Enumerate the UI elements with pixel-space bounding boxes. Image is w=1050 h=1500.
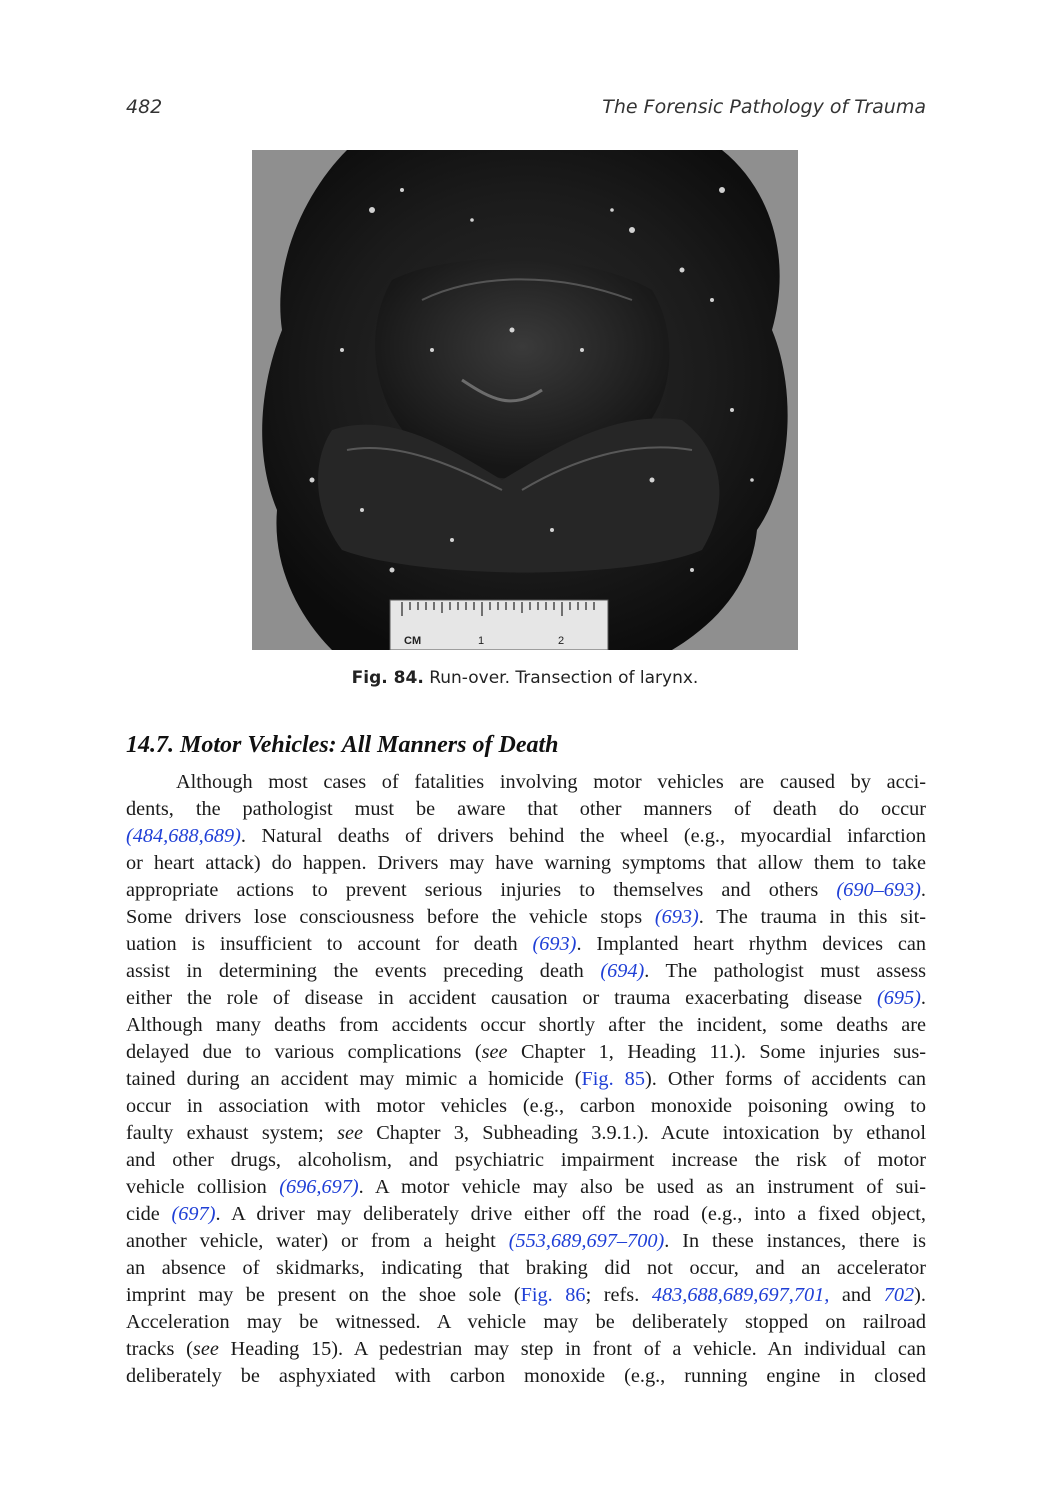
text-span: . A motor vehicle may also be used as an…: [358, 1176, 926, 1198]
citation-link[interactable]: 483,688,689,697,701,: [651, 1284, 830, 1306]
text-span: Heading 15). A pedestrian may step in fr…: [218, 1338, 927, 1360]
text-span: Chapter 1, Heading 11.). Some injuries s…: [507, 1041, 926, 1063]
text-span: either the role of disease in accident c…: [126, 987, 877, 1009]
section-heading: 14.7. Motor Vehicles: All Manners of Dea…: [126, 732, 559, 758]
text-span: another vehicle, water) or from a height: [126, 1230, 509, 1252]
running-title: The Forensic Pathology of Trauma: [602, 96, 926, 118]
citation-link[interactable]: (695): [876, 987, 921, 1009]
text-span: Chapter 3, Subheading 3.9.1.). Acute int…: [362, 1122, 926, 1144]
caption-label: Fig. 84.: [351, 668, 424, 688]
ruler-mark-2: 2: [558, 635, 564, 647]
figure-link[interactable]: Fig. 85: [581, 1068, 645, 1090]
citation-link[interactable]: (693): [532, 933, 577, 955]
text-line: or heart attack) do happen. Drivers may …: [126, 850, 926, 877]
text-span: . The trauma in this sit-: [698, 906, 926, 928]
text-span: or heart attack) do happen. Drivers may …: [126, 852, 926, 874]
text-span: see: [481, 1041, 508, 1063]
larynx-photograph: CM 1 2: [252, 150, 798, 650]
text-span: appropriate actions to prevent serious i…: [126, 879, 837, 901]
text-span: an absence of skidmarks, indicating that…: [126, 1257, 926, 1279]
ruler-mark-1: 1: [478, 635, 484, 647]
text-span: assist in determining the events precedi…: [126, 960, 601, 982]
text-span: Some drivers lose consciousness before t…: [126, 906, 655, 928]
text-span: and: [829, 1284, 884, 1306]
text-span: . The pathologist must assess: [644, 960, 926, 982]
text-span: cide: [126, 1203, 172, 1225]
text-span: tracks (: [126, 1338, 193, 1360]
body-paragraph: Although most cases of fatalities involv…: [126, 769, 926, 1390]
text-line: faulty exhaust system; see Chapter 3, Su…: [126, 1120, 926, 1147]
cm-ruler: CM 1 2: [389, 599, 609, 650]
text-span: . A driver may deliberately drive either…: [215, 1203, 927, 1225]
citation-link[interactable]: 702: [883, 1284, 915, 1306]
page-number: 482: [126, 96, 163, 118]
text-line: Although many deaths from accidents occu…: [126, 1012, 926, 1039]
text-span: .: [920, 879, 926, 901]
text-line: vehicle collision (696,697). A motor veh…: [126, 1174, 926, 1201]
citation-link[interactable]: (697): [171, 1203, 216, 1225]
text-span: Although many deaths from accidents occu…: [126, 1014, 926, 1036]
citation-link[interactable]: (690–693): [836, 879, 921, 901]
text-span: . In these instances, there is: [664, 1230, 926, 1252]
text-span: vehicle collision: [126, 1176, 280, 1198]
text-span: deliberately be asphyxiated with carbon …: [126, 1365, 926, 1387]
text-span: tained during an accident may mimic a ho…: [126, 1068, 582, 1090]
text-line: appropriate actions to prevent serious i…: [126, 877, 926, 904]
citation-link[interactable]: (693): [654, 906, 699, 928]
text-line: tained during an accident may mimic a ho…: [126, 1066, 926, 1093]
text-line: deliberately be asphyxiated with carbon …: [126, 1363, 926, 1390]
text-span: ; refs.: [585, 1284, 652, 1306]
cartilage-ring: [318, 418, 720, 573]
figure-caption: Fig. 84. Run-over. Transection of larynx…: [0, 668, 1050, 688]
text-span: . Implanted heart rhythm devices can: [576, 933, 926, 955]
text-span: delayed due to various complications (: [126, 1041, 482, 1063]
text-span: occur in association with motor vehicles…: [126, 1095, 926, 1117]
text-line: uation is insufficient to account for de…: [126, 931, 926, 958]
running-header: 482 The Forensic Pathology of Trauma: [126, 96, 926, 126]
text-line: delayed due to various complications (se…: [126, 1039, 926, 1066]
citation-link[interactable]: (694): [600, 960, 645, 982]
text-line: and other drugs, alcoholism, and psychia…: [126, 1147, 926, 1174]
text-span: see: [192, 1338, 219, 1360]
text-line: (484,688,689). Natural deaths of drivers…: [126, 823, 926, 850]
text-span: see: [337, 1122, 363, 1144]
laryngeal-lumen: [375, 258, 670, 479]
text-line: assist in determining the events precedi…: [126, 958, 926, 985]
text-line: either the role of disease in accident c…: [126, 985, 926, 1012]
figure-link[interactable]: Fig. 86: [520, 1284, 586, 1306]
text-line: tracks (see Heading 15). A pedestrian ma…: [126, 1336, 926, 1363]
caption-text: Run-over. Transection of larynx.: [429, 668, 699, 688]
text-span: Although most cases of fatalities involv…: [176, 771, 926, 793]
citation-link[interactable]: (696,697): [279, 1176, 359, 1198]
text-line: Acceleration may be witnessed. A vehicle…: [126, 1309, 926, 1336]
text-span: faulty exhaust system;: [126, 1122, 338, 1144]
text-line: Some drivers lose consciousness before t…: [126, 904, 926, 931]
figure-84-photo: CM 1 2: [252, 150, 798, 650]
text-span: and other drugs, alcoholism, and psychia…: [126, 1149, 926, 1171]
text-span: ). Other forms of accidents can: [644, 1068, 926, 1090]
text-line: Although most cases of fatalities involv…: [126, 769, 926, 796]
text-span: .: [920, 987, 926, 1009]
text-line: another vehicle, water) or from a height…: [126, 1228, 926, 1255]
text-span: dents, the pathologist must be aware tha…: [126, 798, 926, 820]
citation-link[interactable]: (553,689,697–700): [508, 1230, 665, 1252]
text-line: cide (697). A driver may deliberately dr…: [126, 1201, 926, 1228]
text-span: Acceleration may be witnessed. A vehicle…: [126, 1311, 926, 1333]
text-span: imprint may be present on the shoe sole …: [126, 1284, 521, 1306]
text-line: occur in association with motor vehicles…: [126, 1093, 926, 1120]
citation-link[interactable]: (484,688,689): [126, 825, 241, 847]
text-span: . Natural deaths of drivers behind the w…: [240, 825, 926, 847]
text-line: dents, the pathologist must be aware tha…: [126, 796, 926, 823]
ruler-unit-label: CM: [404, 635, 421, 647]
text-line: an absence of skidmarks, indicating that…: [126, 1255, 926, 1282]
specular-highlights: [309, 187, 754, 573]
text-span: ).: [914, 1284, 926, 1306]
text-line: imprint may be present on the shoe sole …: [126, 1282, 926, 1309]
text-span: uation is insufficient to account for de…: [126, 933, 533, 955]
